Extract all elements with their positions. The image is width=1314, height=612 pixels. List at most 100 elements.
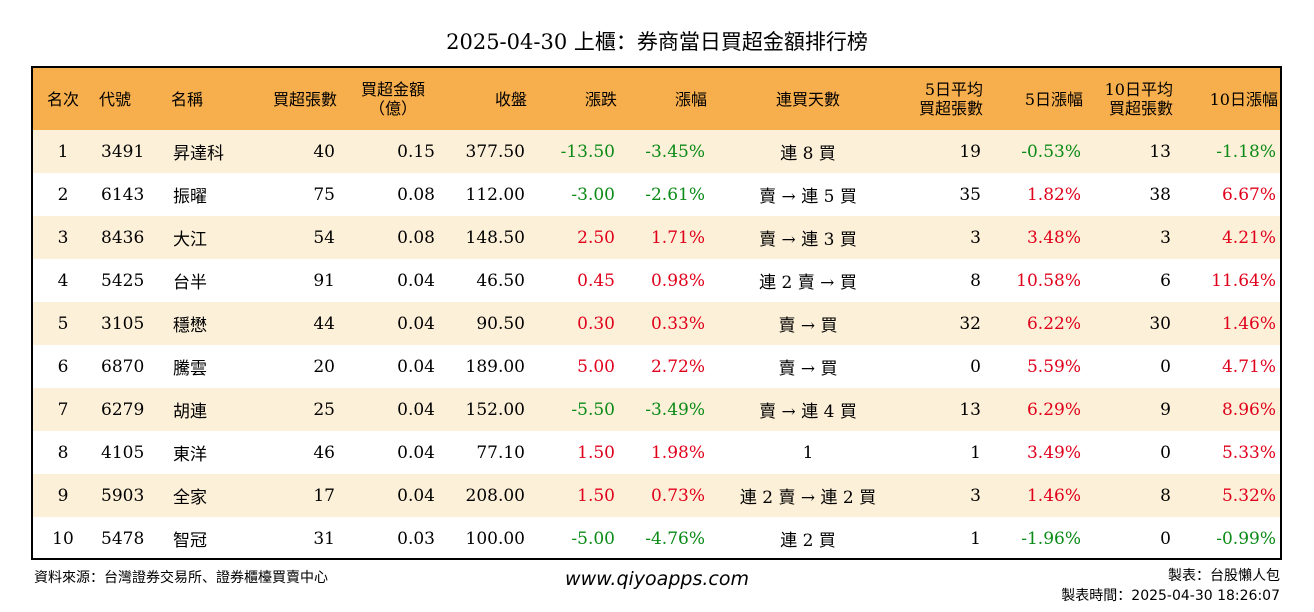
pct10-cell: 11.64% [1211,270,1276,291]
close-cell: 100.00 [465,528,525,549]
table-row: 6 6870 騰雲 20 0.04 189.00 5.00 2.72% 賣 → 買 0 5.59% 0… [33,345,1280,388]
col-avg5-line2: 買超張數 [918,99,983,118]
net-amount-cell: 0.15 [397,141,435,162]
net-shares-cell: 17 [313,485,335,506]
col-change-pct: 漲幅 [674,89,707,109]
col-change: 漲跌 [584,89,617,109]
net-amount-cell: 0.04 [397,356,435,377]
col-close: 收盤 [494,89,527,109]
col-avg5-line1: 5日平均 [924,80,983,99]
avg5-cell: 1 [970,528,981,549]
name-cell: 智冠 [173,531,207,551]
table-row: 5 3105 穩懋 44 0.04 90.50 0.30 0.33% 賣 → 買 32 6.22% 3… [33,302,1280,345]
code-cell: 3105 [101,313,145,334]
avg5-cell: 32 [959,313,981,334]
avg10-cell: 0 [1160,442,1171,463]
name-cell: 大江 [173,230,207,250]
col-name: 名稱 [171,89,204,109]
net-shares-cell: 54 [313,227,335,248]
pct10-cell: 6.67% [1221,184,1276,205]
code-cell: 6143 [101,184,145,205]
streak-cell: 賣 → 連 5 買 [759,187,857,207]
pct5-cell: 1.82% [1026,184,1081,205]
change-pct-cell: 0.73% [650,485,705,506]
pct5-cell: 3.48% [1026,227,1081,248]
net-amount-cell: 0.08 [397,227,435,248]
close-cell: 77.10 [476,442,525,463]
avg10-cell: 3 [1160,227,1171,248]
ranking-table: 名次 代號 名稱 買超張數 買超金額 （億） 收盤 漲跌 漲幅 連買天數 5日平… [33,68,1280,558]
net-shares-cell: 75 [313,184,335,205]
table-row: 7 6279 胡連 25 0.04 152.00 -5.50 -3.49% 賣 → 連 4 買 1… [33,388,1280,431]
data-source-note: 資料來源：台灣證券交易所、證券櫃檯買賣中心 [34,570,328,586]
pct10-cell: -0.99% [1216,528,1276,549]
net-shares-cell: 46 [313,442,335,463]
pct5-cell: 6.29% [1026,399,1081,420]
close-cell: 148.50 [465,227,525,248]
col-net-amount-line2: （億） [368,99,417,118]
page-title: 2025-04-30 上櫃：券商當日買超金額排行榜 [446,30,868,54]
net-shares-cell: 91 [313,270,335,291]
table-row: 10 5478 智冠 31 0.03 100.00 -5.00 -4.76% 連 2 買 1 -1.… [33,517,1280,558]
close-cell: 377.50 [465,141,525,162]
avg5-cell: 8 [970,270,981,291]
close-cell: 112.00 [465,184,525,205]
change-pct-cell: 1.71% [650,227,705,248]
avg10-cell: 0 [1160,528,1171,549]
code-cell: 6870 [101,356,145,377]
col-net-amount-line1: 買超金額 [360,80,425,99]
name-cell: 台半 [173,273,207,293]
avg5-cell: 0 [970,356,981,377]
net-amount-cell: 0.08 [397,184,435,205]
change-cell: 1.50 [577,485,615,506]
pct5-cell: 10.58% [1016,270,1081,291]
table-body: 1 3491 昇達科 40 0.15 377.50 -13.50 -3.45% 連 8 買 19-… [33,130,1280,558]
change-pct-cell: -4.76% [645,528,705,549]
made-time-label: 製表時間：2025-04-30 18:26:07 [1061,588,1280,604]
net-shares-cell: 40 [313,141,335,162]
col-code: 代號 [99,89,132,109]
rank-cell: 3 [57,227,69,248]
pct5-cell: 6.22% [1026,313,1081,334]
streak-cell: 賣 → 連 3 買 [759,230,857,250]
change-pct-cell: 0.33% [650,313,705,334]
avg5-cell: 3 [970,227,981,248]
change-cell: 0.30 [577,313,615,334]
streak-cell: 賣 → 買 [778,359,838,379]
website-link[interactable]: www.qiyoapps.com [565,568,749,590]
change-pct-cell: -3.45% [645,141,705,162]
change-pct-cell: 0.98% [650,270,705,291]
avg5-cell: 35 [959,184,981,205]
avg5-cell: 19 [959,141,981,162]
pct10-cell: 8.96% [1221,399,1276,420]
col-pct5: 5日漲幅 [1024,89,1083,109]
avg10-cell: 6 [1160,270,1171,291]
pct5-cell: 1.46% [1026,485,1081,506]
name-cell: 胡連 [173,402,207,422]
table-row: 2 6143 振曜 75 0.08 112.00 -3.00 -2.61% 賣 → 連 5 買 3… [33,173,1280,216]
avg10-cell: 0 [1160,356,1171,377]
avg10-cell: 13 [1149,141,1171,162]
col-pct10: 10日漲幅 [1209,89,1278,109]
streak-cell: 連 2 賣 → 買 [759,273,857,293]
avg10-cell: 30 [1149,313,1171,334]
net-shares-cell: 25 [313,399,335,420]
name-cell: 振曜 [173,187,207,207]
pct10-cell: 5.32% [1221,485,1276,506]
change-pct-cell: 1.98% [650,442,705,463]
col-avg10: 10日平均 買超張數 [1089,68,1179,130]
rank-cell: 2 [57,184,69,205]
avg5-cell: 13 [959,399,981,420]
author-label: 製表：台股懶人包 [1168,568,1280,584]
close-cell: 152.00 [465,399,525,420]
change-cell: -5.50 [571,399,615,420]
name-cell: 穩懋 [173,316,207,336]
net-amount-cell: 0.04 [397,313,435,334]
code-cell: 5425 [101,270,145,291]
table-row: 1 3491 昇達科 40 0.15 377.50 -13.50 -3.45% 連 8 買 19 -… [33,130,1280,173]
streak-cell: 連 8 買 [780,144,836,164]
pct10-cell: 1.46% [1221,313,1276,334]
net-shares-cell: 20 [313,356,335,377]
streak-cell: 連 2 買 [780,531,836,551]
close-cell: 46.50 [476,270,525,291]
